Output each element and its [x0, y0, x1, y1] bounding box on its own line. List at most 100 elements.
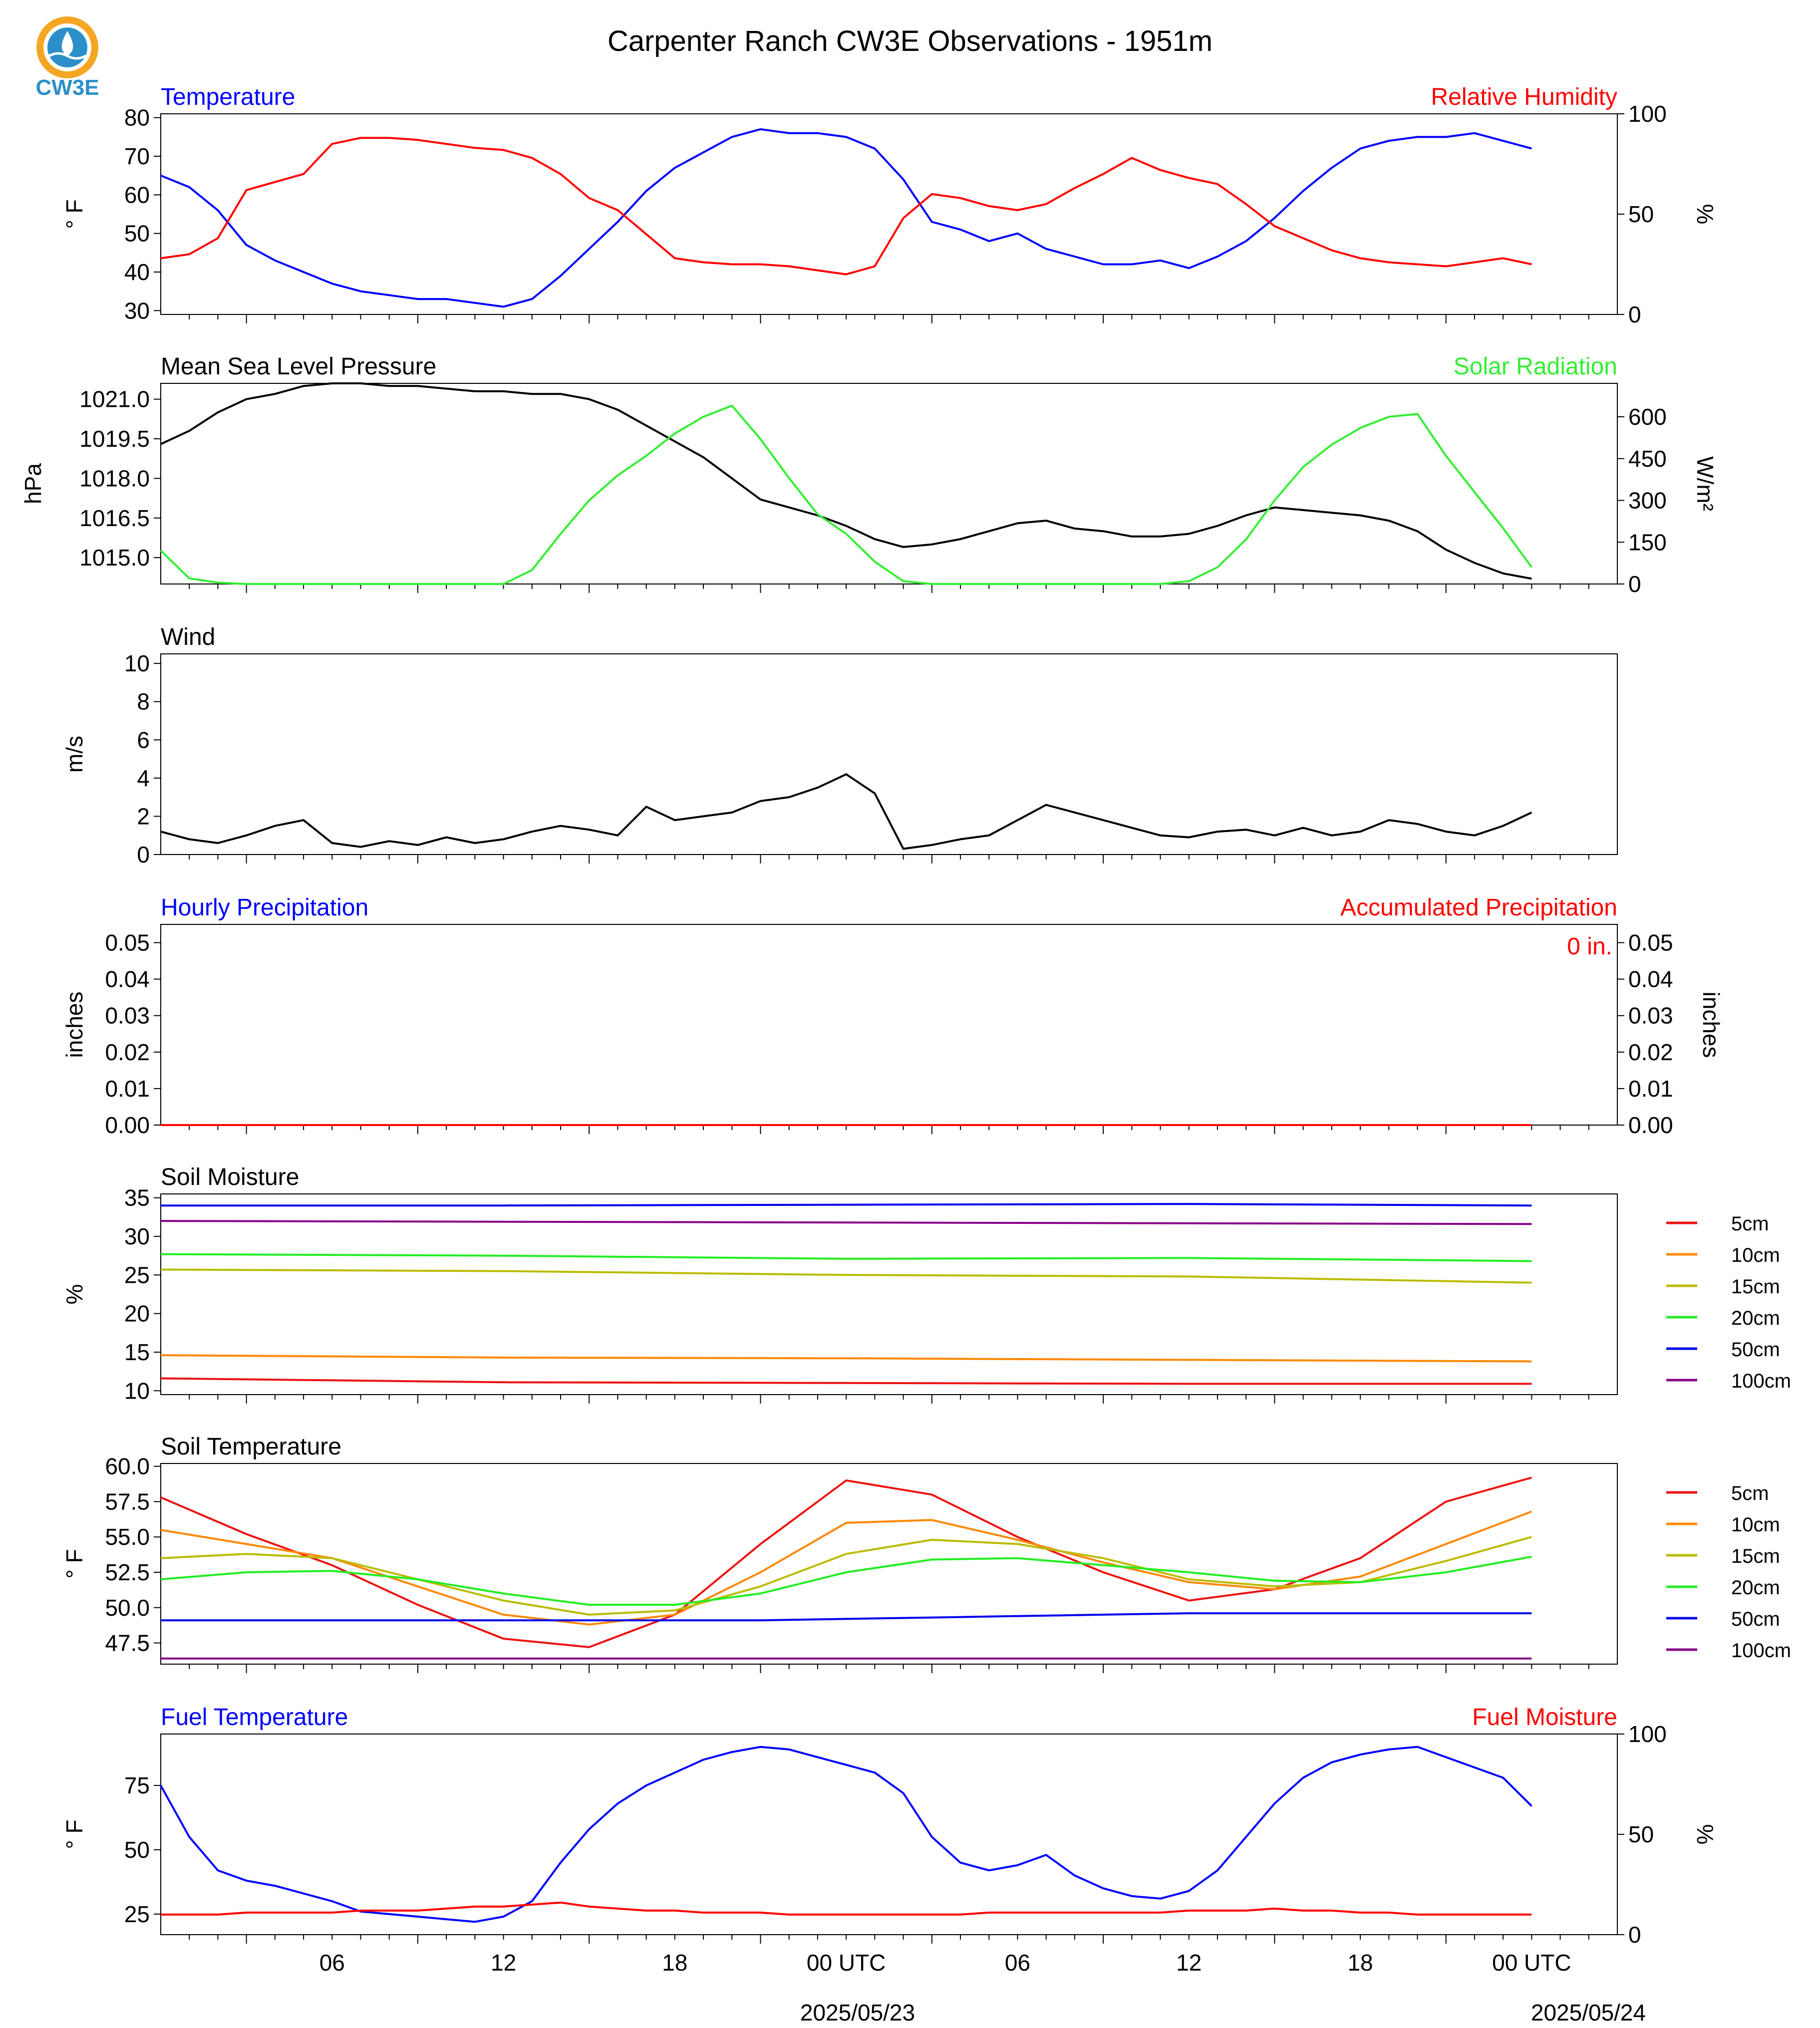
panel-title-right: Fuel Moisture [1472, 1704, 1617, 1731]
y-tick-label: 1016.5 [79, 505, 150, 531]
series-line-5cm [160, 1476, 1532, 1648]
y-tick-label-right: 0 [1628, 571, 1641, 597]
y-tick-label: 70 [124, 143, 150, 169]
y-tick-label: 10 [124, 1378, 150, 1404]
y-tick-label: 50 [124, 221, 150, 247]
series-line-fuel-moisture [161, 1901, 1532, 1916]
y-tick-label-right: 0.02 [1628, 1039, 1673, 1065]
y-axis-label: ° F [61, 1819, 87, 1849]
y-tick-label: 35 [124, 1185, 150, 1211]
y-tick-label: 1018.0 [79, 465, 150, 491]
panel-precipitation: Hourly Precipitation Accumulated Precipit… [61, 894, 1724, 1138]
series-line-15cm [160, 1268, 1532, 1284]
panel-pressure-solar: Mean Sea Level Pressure Solar Radiation 10… [20, 353, 1718, 597]
y-tick-label: 20 [124, 1301, 150, 1327]
panel-title-left: Soil Moisture [161, 1164, 299, 1190]
y-tick-label: 57.5 [105, 1488, 150, 1514]
y-tick-label: 50.0 [105, 1595, 150, 1621]
y-axis-label: inches [61, 992, 87, 1058]
y-tick-label: 0.04 [105, 966, 150, 992]
plot-frame [160, 1193, 1618, 1395]
y-axis-label: m/s [61, 736, 87, 773]
y-axis-label: ° F [61, 199, 87, 229]
y-tick-label-right: 0.05 [1628, 930, 1673, 956]
panel-title-left: Hourly Precipitation [161, 894, 368, 921]
y-tick-label: 4 [137, 765, 150, 791]
x-tick-label: 06 [1005, 1950, 1030, 1976]
series-line-20cm [160, 1253, 1532, 1262]
legend-label: 20cm [1731, 1577, 1780, 1599]
y-tick-label: 25 [124, 1262, 150, 1288]
y-tick-label-right: 0 [1628, 1922, 1641, 1948]
series-line-50cm [161, 1203, 1532, 1207]
panel-title-left: Mean Sea Level Pressure [161, 353, 436, 380]
y-tick-label: 1015.0 [79, 545, 150, 571]
legend-label: 10cm [1731, 1244, 1780, 1266]
date-label-1: 2025/05/23 [800, 2000, 915, 2026]
plot-frame [160, 653, 1618, 855]
y-tick-label: 30 [124, 297, 150, 323]
series-line-100cm [160, 1220, 1532, 1225]
plot-frame [160, 113, 1618, 315]
panel-title-right: Relative Humidity [1431, 84, 1617, 110]
y-tick-label-right: 50 [1628, 201, 1654, 227]
y-axis-label-right: % [1692, 204, 1718, 225]
plot-frame [160, 1463, 1618, 1665]
page-title: Carpenter Ranch CW3E Observations - 1951… [607, 25, 1213, 57]
panel-title-left: Temperature [161, 84, 295, 110]
series-line-20cm [160, 1555, 1532, 1606]
y-tick-label: 60 [124, 182, 150, 208]
plot-frame [160, 1734, 1618, 1935]
legend-label: 10cm [1731, 1514, 1780, 1536]
series-line-5cm [160, 1377, 1532, 1385]
y-tick-label-right: 0.00 [1628, 1112, 1673, 1138]
y-tick-label: 47.5 [105, 1630, 150, 1656]
y-tick-label: 6 [137, 727, 150, 753]
x-tick-label: 00 UTC [1492, 1950, 1571, 1976]
y-tick-label-right: 50 [1628, 1821, 1654, 1847]
y-axis-label: % [61, 1284, 87, 1305]
panel-title-right: Solar Radiation [1454, 353, 1617, 380]
y-axis-label: ° F [61, 1549, 87, 1578]
cw3e-logo-ring-icon [36, 16, 98, 78]
legend-label: 100cm [1731, 1370, 1791, 1392]
y-axis-label-right: inches [1698, 992, 1724, 1058]
series-line-temperature [160, 128, 1532, 308]
y-tick-label: 0.05 [105, 930, 150, 956]
panel-wind: Wind 0 2 4 6 8 10 m/s [61, 624, 1618, 868]
legend-label: 15cm [1731, 1545, 1780, 1567]
panel-temperature-humidity: Temperature Relative Humidity 30 40 50 60 70 80… [61, 84, 1718, 327]
panel-soil-temperature: Soil Temperature 47.5 50.0 52.5 55.0 57.5 60.0… [61, 1434, 1791, 1673]
y-tick-label: 40 [124, 259, 150, 285]
legend-label: 5cm [1731, 1482, 1769, 1504]
date-label-2: 2025/05/24 [1531, 2000, 1646, 2026]
y-tick-label: 0.02 [105, 1039, 150, 1065]
y-tick-label: 52.5 [105, 1559, 150, 1585]
y-tick-label: 50 [124, 1837, 150, 1863]
y-tick-label-right: 600 [1628, 404, 1667, 430]
y-tick-label: 55.0 [105, 1524, 150, 1550]
y-axis-label-right: % [1692, 1824, 1718, 1845]
y-tick-label: 75 [124, 1772, 150, 1798]
series-line-mean-sea-level-pressure [160, 382, 1532, 580]
series-line-solar-radiation [160, 404, 1533, 585]
y-tick-label: 1019.5 [79, 426, 150, 452]
y-tick-label-right: 150 [1628, 529, 1667, 555]
legend: 5cm 10cm 15cm 20cm 50cm 100cm [1666, 1213, 1791, 1392]
x-tick-label: 12 [491, 1950, 516, 1976]
legend-label: 50cm [1731, 1608, 1780, 1630]
panels: Temperature Relative Humidity304050607080… [20, 84, 1791, 1976]
y-tick-label-right: 300 [1628, 488, 1667, 514]
y-tick-label: 25 [124, 1901, 150, 1927]
legend-label: 15cm [1731, 1276, 1780, 1298]
y-tick-label-right: 100 [1628, 101, 1667, 127]
panel-fuel: Fuel Temperature Fuel Moisture 25 50 75 ° F 0 5… [61, 1704, 1718, 1976]
y-axis-label-right: W/m² [1692, 456, 1718, 511]
y-tick-label-right: 0.01 [1628, 1076, 1673, 1102]
series-line-10cm [160, 1510, 1532, 1626]
series-line-50cm [161, 1612, 1532, 1622]
y-tick-label: 0.01 [105, 1076, 150, 1102]
precip-total-annotation: 0 in. [1567, 933, 1612, 960]
y-tick-label: 1021.0 [79, 386, 150, 412]
